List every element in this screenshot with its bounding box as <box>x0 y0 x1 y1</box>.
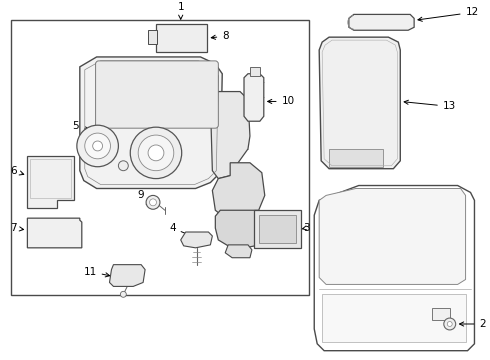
Polygon shape <box>225 245 252 258</box>
Circle shape <box>146 195 160 209</box>
Circle shape <box>444 318 456 330</box>
Text: 10: 10 <box>268 96 294 107</box>
Circle shape <box>121 291 126 297</box>
Polygon shape <box>319 189 466 284</box>
Circle shape <box>77 125 119 167</box>
Circle shape <box>93 141 102 151</box>
Text: 9: 9 <box>138 190 150 206</box>
Bar <box>322 294 466 342</box>
Circle shape <box>130 127 182 179</box>
Circle shape <box>148 145 164 161</box>
Polygon shape <box>109 265 145 287</box>
Text: 12: 12 <box>418 8 479 21</box>
Circle shape <box>447 321 452 327</box>
Text: 6: 6 <box>10 166 24 176</box>
Polygon shape <box>319 37 400 169</box>
Circle shape <box>119 161 128 171</box>
Polygon shape <box>210 91 250 179</box>
Polygon shape <box>215 210 268 248</box>
Text: 4: 4 <box>169 223 193 237</box>
Text: 2: 2 <box>460 319 486 329</box>
Bar <box>11 21 309 295</box>
Bar <box>254 210 301 248</box>
Text: 11: 11 <box>83 266 110 277</box>
Circle shape <box>138 135 174 171</box>
Polygon shape <box>80 57 222 189</box>
Bar <box>30 159 71 198</box>
Circle shape <box>149 199 156 206</box>
Bar <box>148 30 157 44</box>
Text: 13: 13 <box>404 100 456 111</box>
Bar <box>156 24 207 52</box>
Bar <box>250 67 260 76</box>
Bar <box>329 149 384 167</box>
Circle shape <box>85 133 110 159</box>
Text: 3: 3 <box>302 223 309 233</box>
Polygon shape <box>212 163 265 220</box>
Polygon shape <box>27 156 74 208</box>
Text: 8: 8 <box>211 31 229 41</box>
Polygon shape <box>314 185 474 351</box>
Polygon shape <box>244 74 264 121</box>
FancyBboxPatch shape <box>96 61 218 128</box>
Polygon shape <box>181 232 212 248</box>
Text: 1: 1 <box>177 3 184 19</box>
Text: 7: 7 <box>10 223 24 233</box>
Polygon shape <box>27 218 82 248</box>
Bar <box>432 308 450 320</box>
Text: 5: 5 <box>73 121 89 131</box>
Polygon shape <box>349 14 414 30</box>
Bar <box>259 215 296 243</box>
